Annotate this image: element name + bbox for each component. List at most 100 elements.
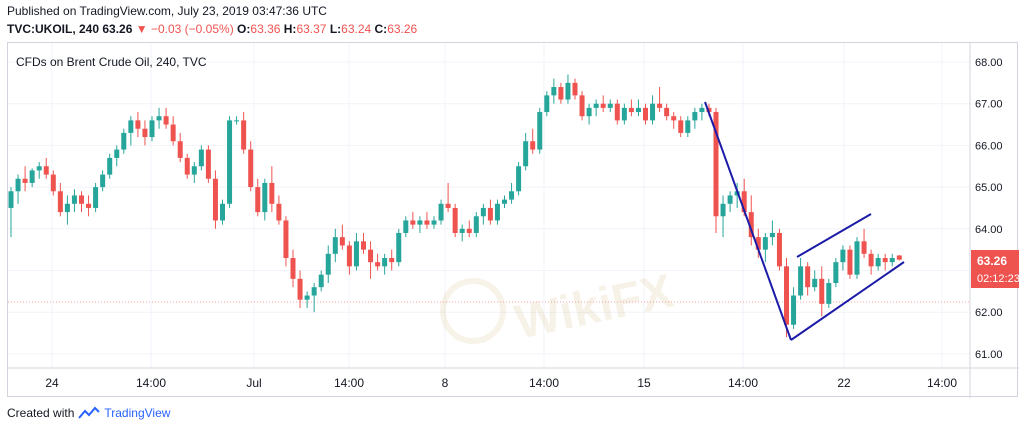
- candle: [882, 253, 888, 271]
- candle: [466, 220, 472, 238]
- candle: [791, 287, 797, 329]
- candle: [551, 78, 557, 104]
- candle: [36, 162, 42, 179]
- time-tick-label: 24: [45, 376, 59, 390]
- price-tick-label: 68.00: [975, 57, 1003, 69]
- close-label: C:: [374, 22, 388, 36]
- candle: [114, 145, 120, 167]
- candle: [361, 232, 366, 254]
- time-axis: 24 14:00 Jul 14:00 8 14:00 15 14:00 22 14:00: [45, 376, 957, 390]
- candle: [840, 245, 846, 271]
- candle: [614, 99, 620, 125]
- candle: [579, 91, 585, 121]
- candle: [339, 224, 345, 250]
- candle: [494, 199, 500, 225]
- candle: [170, 116, 176, 146]
- candle: [149, 116, 155, 142]
- candle: [445, 182, 451, 213]
- candle: [664, 103, 670, 121]
- last-price: 63.26: [102, 22, 133, 36]
- candle: [431, 216, 437, 229]
- candle: [403, 216, 409, 238]
- candle: [678, 116, 684, 138]
- high-label: H:: [283, 22, 297, 36]
- chart-title: CFDs on Brent Crude Oil, 240, TVC: [16, 55, 207, 69]
- candle: [276, 195, 282, 225]
- candle: [234, 116, 240, 125]
- candle: [650, 95, 656, 125]
- candle: [297, 270, 303, 309]
- candle: [798, 257, 804, 300]
- candle: [438, 199, 444, 225]
- last-price-label: 63.26 02:12:23: [971, 250, 1019, 288]
- created-with-label: Created with: [7, 406, 75, 420]
- candle: [459, 224, 465, 242]
- candle: [79, 191, 84, 213]
- candle: [100, 170, 106, 192]
- price-tick-label: 67.00: [975, 99, 1003, 111]
- time-tick-label: 8: [442, 376, 449, 390]
- candle: [212, 170, 218, 229]
- candle: [889, 253, 895, 267]
- candle: [262, 178, 268, 221]
- candle: [283, 216, 289, 267]
- flagpole-line[interactable]: [704, 101, 792, 341]
- candlestick-chart[interactable]: WikiFX CFDs on Brent Crude Oil, 240, TVC…: [8, 43, 1019, 398]
- candle: [480, 203, 486, 225]
- candle: [826, 278, 832, 309]
- price-change: −0.03 (−0.05%): [150, 22, 234, 36]
- candle: [353, 232, 359, 271]
- candle: [191, 162, 197, 183]
- candle: [382, 253, 388, 275]
- published-info: Published on TradingView.com, July 23, 2…: [7, 4, 327, 18]
- candle: [50, 170, 56, 196]
- candle: [198, 145, 204, 171]
- candle: [205, 145, 211, 183]
- tradingview-logo-icon[interactable]: [78, 406, 101, 420]
- candle: [255, 178, 261, 217]
- candle: [375, 253, 381, 271]
- candle: [184, 153, 190, 179]
- flag-lower-line[interactable]: [790, 261, 905, 341]
- candle: [241, 112, 247, 154]
- watermark-text: WikiFX: [511, 265, 678, 350]
- candle: [699, 103, 705, 121]
- tradingview-link[interactable]: TradingView: [104, 406, 171, 420]
- candle: [396, 228, 402, 267]
- candle: [748, 195, 754, 246]
- candle: [762, 232, 768, 263]
- candle: [896, 255, 902, 261]
- candle: [487, 199, 493, 225]
- candle: [805, 262, 811, 296]
- candle: [530, 128, 536, 154]
- candle: [410, 212, 416, 229]
- candle: [727, 191, 733, 213]
- chart-frame[interactable]: WikiFX CFDs on Brent Crude Oil, 240, TVC…: [7, 42, 1019, 398]
- candle: [248, 141, 254, 192]
- candle: [93, 182, 99, 213]
- candle: [389, 249, 395, 271]
- close-value: 63.26: [387, 22, 418, 36]
- candle: [847, 245, 853, 279]
- time-tick-label: 15: [637, 376, 651, 390]
- price-tick-label: 66.00: [975, 140, 1003, 152]
- open-label: O:: [237, 22, 251, 36]
- candle: [509, 182, 515, 204]
- candle: [558, 82, 564, 104]
- candle: [523, 132, 529, 171]
- candle: [784, 257, 789, 338]
- candle: [537, 107, 543, 154]
- flag-upper-line[interactable]: [796, 213, 872, 258]
- time-tick-label: Jul: [246, 376, 261, 390]
- candle: [713, 107, 719, 233]
- candle: [565, 74, 571, 104]
- candle: [685, 116, 691, 138]
- candle: [311, 283, 317, 313]
- candle: [71, 189, 77, 213]
- time-tick-label: 14:00: [728, 376, 758, 390]
- low-value: 63.24: [341, 22, 372, 36]
- price-tick-label: 65.00: [975, 182, 1003, 194]
- candle: [163, 107, 169, 129]
- candle: [586, 103, 592, 125]
- low-label: L:: [329, 22, 342, 36]
